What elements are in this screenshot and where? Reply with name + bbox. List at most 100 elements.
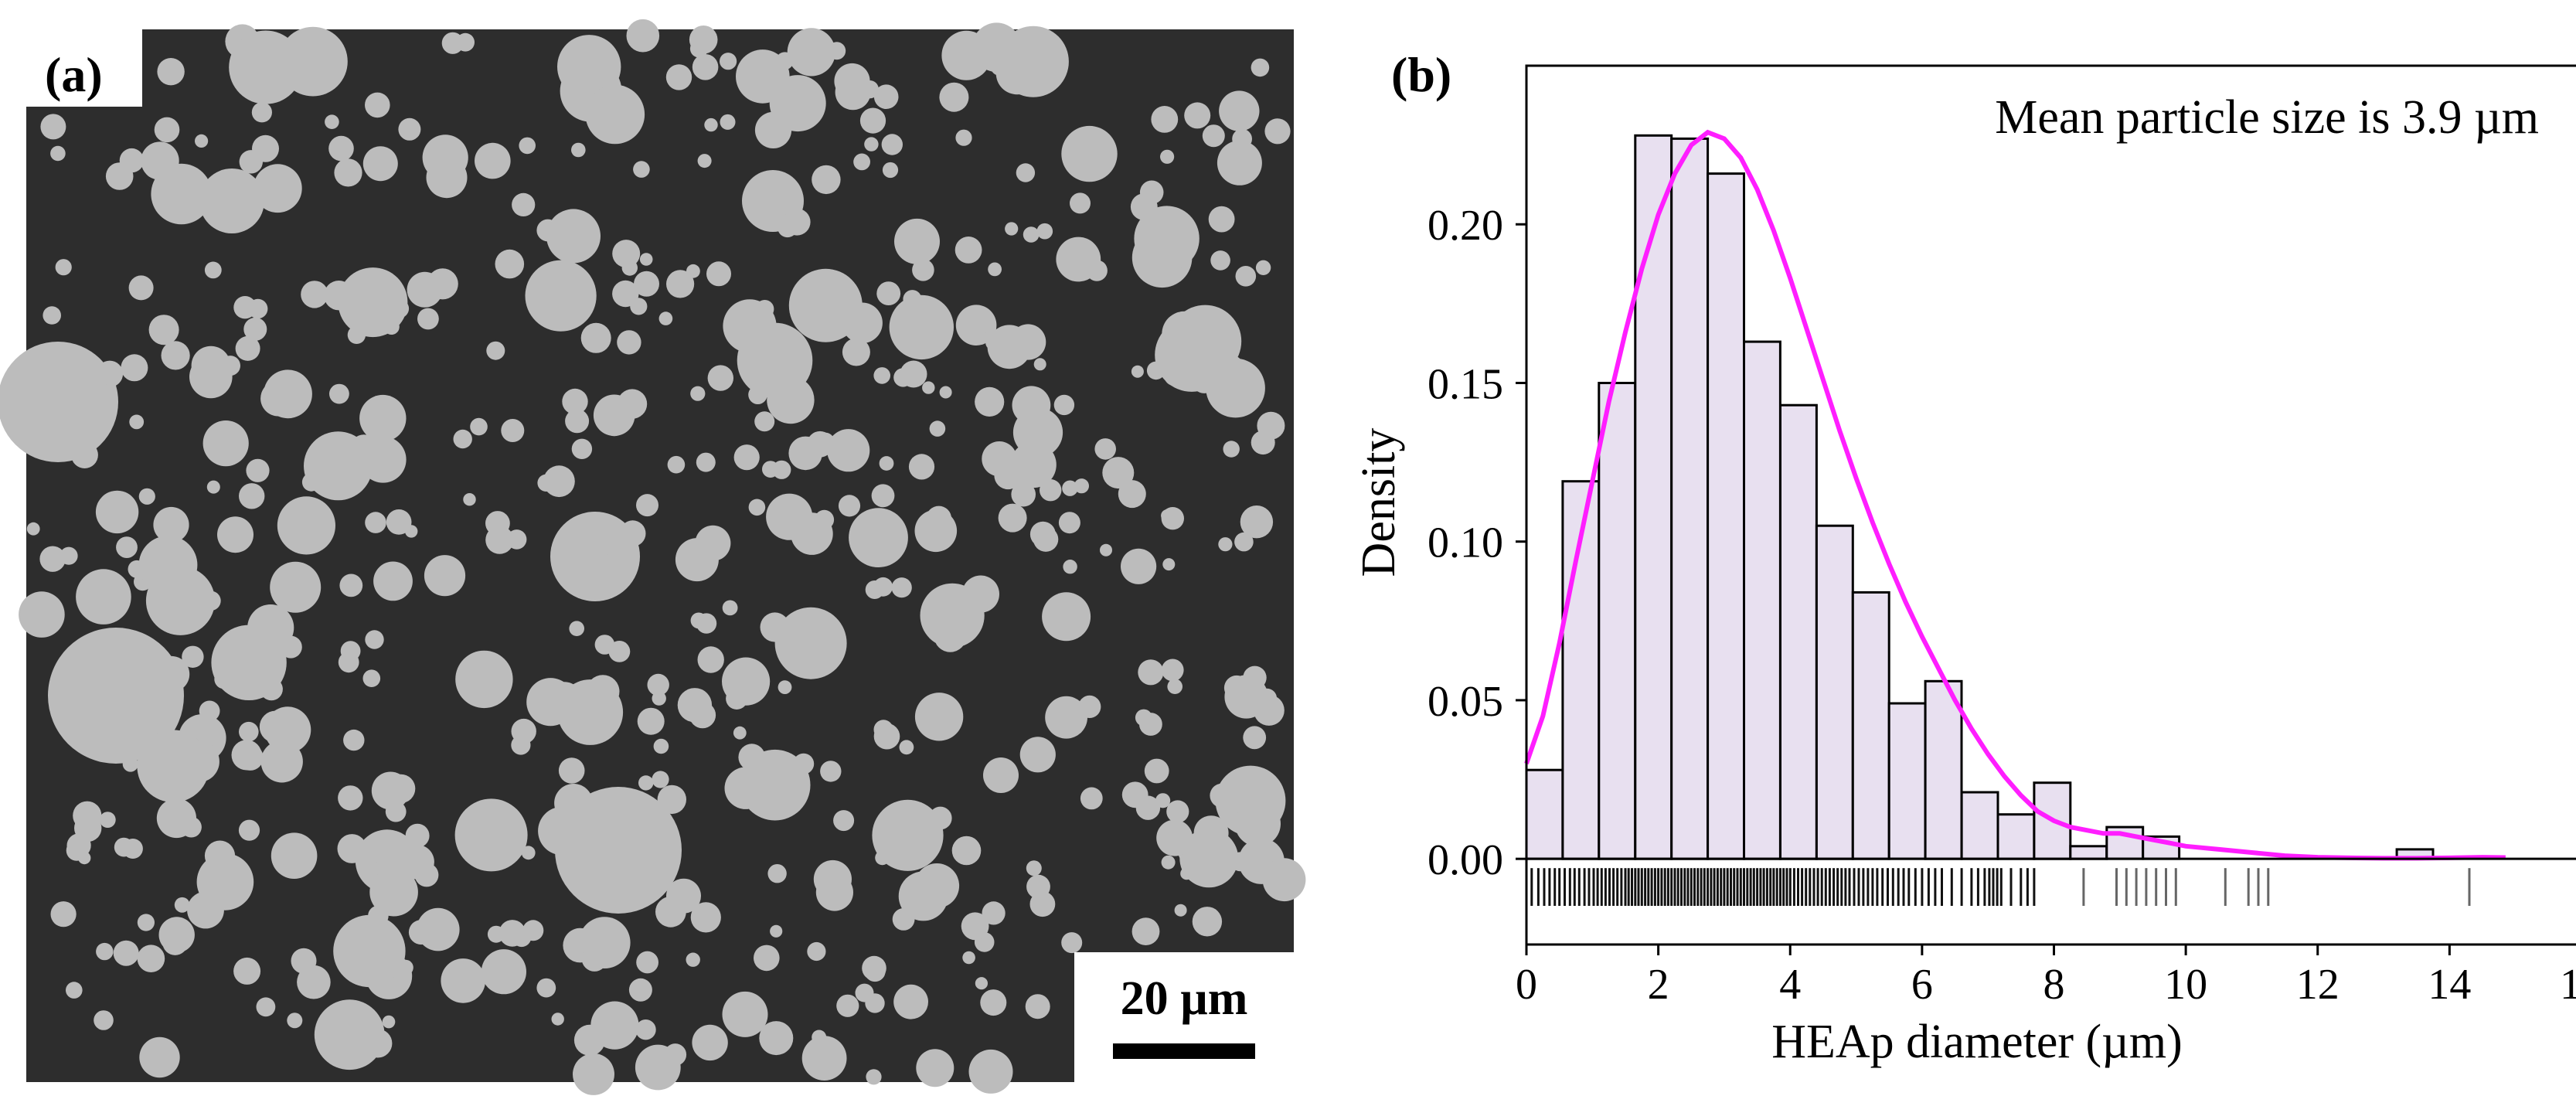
particle (690, 612, 707, 629)
particle (1230, 852, 1250, 872)
particle (89, 689, 127, 727)
histogram-bar (1887, 702, 1927, 860)
particle (382, 1015, 396, 1029)
particle (1219, 90, 1260, 131)
particle (949, 55, 963, 68)
particle (1144, 758, 1169, 784)
particle (417, 907, 460, 951)
particle (246, 458, 270, 482)
histogram-bar (1743, 340, 1781, 860)
x-tick-label: 4 (1779, 961, 1801, 1009)
particle (417, 308, 439, 330)
particle (1026, 860, 1042, 876)
particle (739, 749, 811, 821)
particle (95, 490, 139, 534)
particle (1184, 102, 1211, 129)
particle (774, 607, 847, 679)
particle (871, 484, 895, 508)
particle (558, 757, 585, 784)
particle (579, 550, 614, 584)
particle (291, 948, 317, 974)
particle (252, 134, 279, 162)
y-tick-label: 0.10 (1428, 519, 1503, 567)
particle (914, 863, 960, 908)
particle (427, 268, 458, 300)
particle (386, 509, 412, 535)
particle (769, 75, 826, 132)
particle (1070, 192, 1091, 214)
particle (287, 1013, 303, 1029)
particle (1033, 526, 1059, 552)
particle (573, 1053, 614, 1095)
particle (634, 271, 659, 297)
y-axis-ticks: 0.00 0.05 0.10 0.15 0.20 (1428, 202, 1526, 884)
particle (569, 621, 584, 636)
particle (1045, 696, 1087, 739)
particle (980, 989, 1007, 1016)
particle (635, 1019, 656, 1040)
particle (233, 957, 261, 985)
particle (813, 859, 852, 899)
particle (638, 775, 654, 791)
particle (77, 376, 108, 408)
particle (426, 157, 468, 199)
particle (962, 951, 975, 965)
particle (424, 555, 466, 597)
particle (1151, 106, 1179, 133)
particle (496, 814, 517, 835)
particle (196, 853, 254, 910)
particle (657, 785, 686, 815)
particle (690, 386, 706, 401)
particle (1264, 118, 1291, 145)
particle (264, 706, 311, 754)
particle (1074, 478, 1089, 494)
particle (571, 438, 593, 459)
particle (787, 28, 835, 77)
particle (778, 680, 792, 694)
scale-bar-box (1074, 952, 1294, 1082)
particle (195, 134, 209, 148)
histogram-bar (1525, 768, 1564, 860)
particle (677, 688, 713, 723)
particle (1199, 837, 1223, 860)
particle (866, 1069, 882, 1085)
y-tick-label: 0.20 (1428, 202, 1503, 250)
particle (955, 129, 972, 146)
particle (1121, 548, 1157, 584)
particle (908, 454, 935, 480)
panel-a-label-box (26, 29, 142, 107)
particle (882, 162, 899, 179)
particle (655, 896, 686, 928)
particle (214, 669, 234, 689)
particle (486, 341, 505, 360)
particle (912, 259, 934, 281)
particle (1042, 592, 1091, 642)
particle (337, 834, 367, 863)
particle (557, 679, 624, 745)
particle (983, 757, 1019, 793)
particle-field (0, 19, 1306, 1095)
particle (879, 456, 894, 471)
particle (201, 591, 221, 611)
particle (522, 920, 544, 941)
particle (812, 1030, 827, 1045)
particle (1029, 891, 1056, 917)
histogram-bar (1851, 591, 1890, 860)
y-tick-label: 0.00 (1428, 836, 1503, 884)
particle (66, 982, 83, 999)
particle (369, 867, 418, 917)
particle (722, 600, 738, 616)
histogram-bar (1924, 679, 1963, 860)
particle (873, 720, 893, 740)
particle (371, 771, 410, 810)
histogram-bar (1634, 134, 1673, 860)
particle (770, 924, 783, 938)
particle (566, 278, 584, 297)
particle (820, 761, 842, 782)
particle (951, 836, 982, 866)
particle (271, 832, 318, 879)
particle (238, 819, 260, 841)
particle (1243, 726, 1267, 750)
particle (206, 480, 220, 494)
particle (256, 997, 276, 1017)
